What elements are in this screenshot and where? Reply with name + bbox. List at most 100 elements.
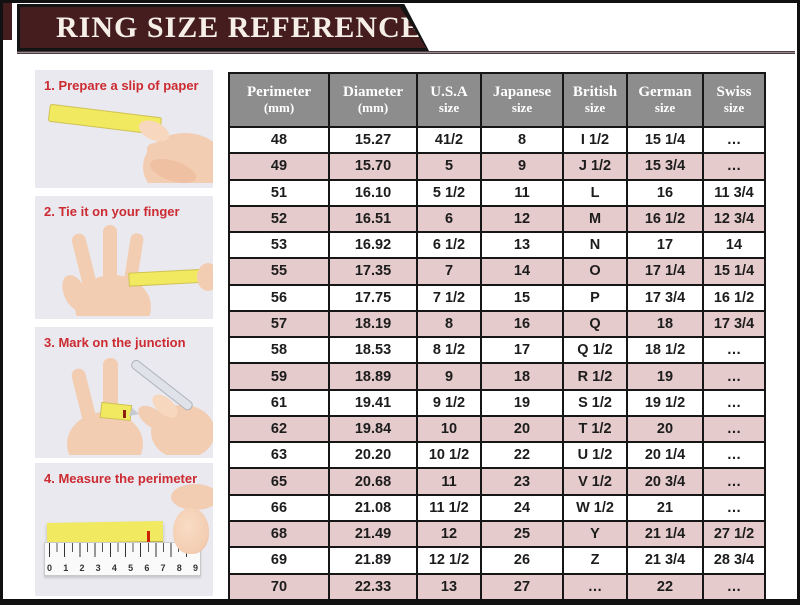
table-cell: 19 1/2 <box>626 388 704 417</box>
table-cell: 17 <box>626 231 704 260</box>
table-cell: 15 <box>480 283 564 312</box>
table-cell: 53 <box>228 231 330 260</box>
step-2-panel: 2. Tie it on your finger <box>35 196 213 319</box>
table-cell: 49 <box>228 152 330 181</box>
red-mark <box>147 531 150 542</box>
table-cell: 55 <box>228 257 330 286</box>
table-cell: 56 <box>228 283 330 312</box>
table-cell: 58 <box>228 336 330 365</box>
table-cell: … <box>702 493 766 522</box>
table-cell: 10 1/2 <box>416 441 482 470</box>
step-2-label: 2. Tie it on your finger <box>44 204 180 219</box>
table-cell: Q <box>562 309 628 339</box>
table-cell: 10 <box>416 414 482 444</box>
table-cell: 57 <box>228 309 330 339</box>
table-cell: 12 <box>416 519 482 549</box>
table-cell: 8 <box>480 125 564 155</box>
table-cell: 66 <box>228 493 330 522</box>
table-cell: W 1/2 <box>562 493 628 522</box>
table-cell: 69 <box>228 546 330 575</box>
step-3-label: 3. Mark on the junction <box>44 335 186 350</box>
table-cell: T 1/2 <box>562 414 628 444</box>
step-1-panel: 1. Prepare a slip of paper <box>35 70 213 188</box>
table-row: 68 21.49 12 25 Y 21 1/4 27 1/2 <box>228 519 766 549</box>
table-cell: Z <box>562 546 628 575</box>
table-row: 58 18.53 8 1/2 17 Q 1/2 18 1/2… <box>228 336 766 365</box>
table-cell: … <box>702 441 766 470</box>
table-cell: 18.19 <box>328 309 418 339</box>
table-cell: 16 1/2 <box>626 204 704 234</box>
step-4-label: 4. Measure the perimeter <box>44 471 198 486</box>
table-cell: J 1/2 <box>562 152 628 181</box>
table-cell: 15.27 <box>328 125 418 155</box>
ring-size-table: Perimeter (mm) Diameter (mm) U.S.A size Japane… <box>228 72 766 599</box>
ruler-number: 2 <box>79 563 85 573</box>
table-cell: O <box>562 257 628 286</box>
table-cell: 59 <box>228 362 330 391</box>
table-cell: 16 <box>480 309 564 339</box>
table-row: 49 15.70 5 9 J 1/2 15 3/4… <box>228 152 766 181</box>
table-cell: 18 <box>480 362 564 391</box>
page-title: RING SIZE REFERENCE <box>56 10 422 44</box>
table-cell: 13 <box>416 572 482 599</box>
table-cell: 27 1/2 <box>702 519 766 549</box>
corner-accent-strip <box>3 3 12 40</box>
table-cell: 17.75 <box>328 283 418 312</box>
table-cell: V 1/2 <box>562 467 628 496</box>
step-3-panel: 3. Mark on the junction <box>35 327 213 458</box>
table-cell: 26 <box>480 546 564 575</box>
table-cell: 21.49 <box>328 519 418 549</box>
table-cell: 24 <box>480 493 564 522</box>
table-cell: 12 1/2 <box>416 546 482 575</box>
table-cell: 7 1/2 <box>416 283 482 312</box>
table-cell: 52 <box>228 204 330 234</box>
table-cell: 25 <box>480 519 564 549</box>
step-1-label: 1. Prepare a slip of paper <box>44 78 199 93</box>
table-cell: 21 1/4 <box>626 519 704 549</box>
table-cell: 9 <box>480 152 564 181</box>
open-hand-with-slip-illustration <box>62 225 213 316</box>
ruler-number: 5 <box>128 563 134 573</box>
ruler-number: 3 <box>95 563 101 573</box>
table-header: Perimeter (mm) Diameter (mm) U.S.A size Japane… <box>228 72 766 128</box>
table-cell: 70 <box>228 572 330 599</box>
column-header: British size <box>562 72 628 128</box>
table-cell: 63 <box>228 441 330 470</box>
table-cell: 28 3/4 <box>702 546 766 575</box>
table-cell: 20.68 <box>328 467 418 496</box>
table-cell: 8 <box>416 309 482 339</box>
table-cell: 13 <box>480 231 564 260</box>
table-cell: 62 <box>228 414 330 444</box>
table-cell: 7 <box>416 257 482 286</box>
table-cell: 5 <box>416 152 482 181</box>
ruler-number: 7 <box>160 563 166 573</box>
ruler-number: 8 <box>176 563 182 573</box>
table-cell: N <box>562 231 628 260</box>
table-cell: 18.89 <box>328 362 418 391</box>
ruler-number: 0 <box>47 563 53 573</box>
table-cell: 11 <box>416 467 482 496</box>
table-cell: … <box>702 572 766 599</box>
table-cell: S 1/2 <box>562 388 628 417</box>
table-cell: 15 1/4 <box>626 125 704 155</box>
title-banner-inner: RING SIZE REFERENCE <box>20 7 426 48</box>
hand-holding-paper-slip-illustration <box>48 103 213 183</box>
table-cell: Y <box>562 519 628 549</box>
table-cell: … <box>702 467 766 496</box>
table-cell: 48 <box>228 125 330 155</box>
table-cell: 12 <box>480 204 564 234</box>
title-banner: RING SIZE REFERENCE <box>17 4 429 51</box>
column-header: U.S.A size <box>416 72 482 128</box>
table-row: 61 19.41 9 1/2 19 S 1/2 19 1/2… <box>228 388 766 417</box>
table-cell: 20.20 <box>328 441 418 470</box>
table-cell: … <box>702 152 766 181</box>
table-cell: 15.70 <box>328 152 418 181</box>
table-cell: 20 3/4 <box>626 467 704 496</box>
table-cell: 21.89 <box>328 546 418 575</box>
table-cell: 12 3/4 <box>702 204 766 234</box>
table-cell: … <box>702 414 766 444</box>
